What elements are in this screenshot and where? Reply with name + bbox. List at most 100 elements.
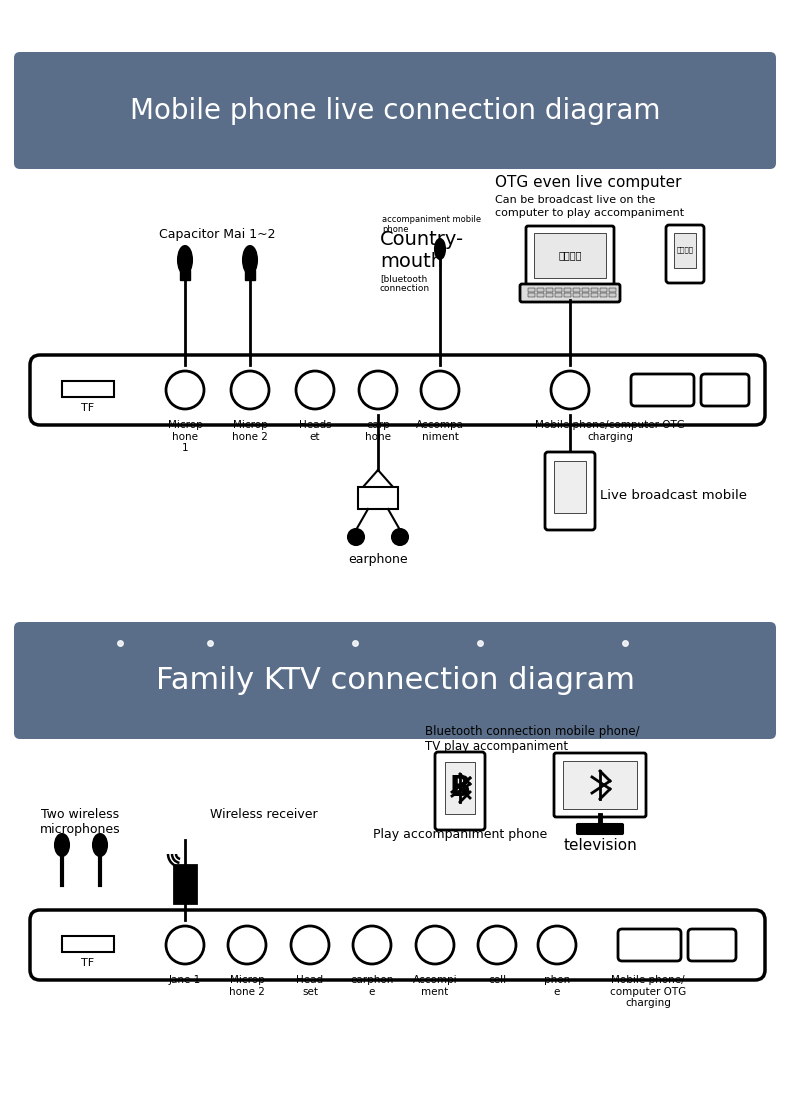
Text: OTG even live computer: OTG even live computer bbox=[495, 175, 682, 190]
Ellipse shape bbox=[243, 246, 257, 274]
Text: Head
set: Head set bbox=[296, 975, 324, 997]
FancyBboxPatch shape bbox=[666, 225, 704, 283]
Text: 手机直播: 手机直播 bbox=[676, 246, 694, 253]
FancyBboxPatch shape bbox=[577, 824, 623, 834]
FancyBboxPatch shape bbox=[545, 452, 595, 530]
FancyBboxPatch shape bbox=[30, 910, 765, 980]
Text: Can be broadcast live on the: Can be broadcast live on the bbox=[495, 195, 656, 205]
Text: earphon
e: earphon e bbox=[350, 975, 393, 997]
Bar bbox=[445, 762, 475, 814]
FancyBboxPatch shape bbox=[526, 226, 614, 289]
Text: TV play accompaniment: TV play accompaniment bbox=[425, 740, 568, 753]
Text: Jane 1: Jane 1 bbox=[169, 975, 201, 985]
Bar bbox=[564, 293, 571, 297]
Bar bbox=[582, 293, 589, 297]
Text: cell: cell bbox=[488, 975, 506, 985]
Bar bbox=[546, 293, 553, 297]
FancyBboxPatch shape bbox=[701, 374, 749, 405]
FancyBboxPatch shape bbox=[688, 929, 736, 961]
Text: Microp
hone 2: Microp hone 2 bbox=[232, 420, 268, 441]
Ellipse shape bbox=[178, 246, 192, 274]
Bar bbox=[537, 289, 544, 292]
Circle shape bbox=[353, 926, 391, 964]
FancyBboxPatch shape bbox=[631, 374, 694, 405]
Circle shape bbox=[392, 529, 408, 545]
Bar bbox=[537, 293, 544, 297]
Text: Live broadcast mobile: Live broadcast mobile bbox=[600, 489, 747, 501]
FancyBboxPatch shape bbox=[520, 284, 620, 302]
Text: Two wireless
microphones: Two wireless microphones bbox=[40, 808, 120, 836]
Bar bbox=[62, 381, 114, 397]
Text: earphone: earphone bbox=[348, 553, 408, 566]
Circle shape bbox=[421, 371, 459, 409]
Circle shape bbox=[359, 371, 397, 409]
Text: Country-
mouth: Country- mouth bbox=[380, 229, 465, 271]
Bar bbox=[174, 864, 196, 903]
Bar bbox=[528, 293, 535, 297]
Circle shape bbox=[166, 926, 204, 964]
Circle shape bbox=[296, 371, 334, 409]
Bar bbox=[546, 289, 553, 292]
Bar bbox=[591, 289, 598, 292]
Bar bbox=[358, 487, 398, 509]
Bar bbox=[573, 293, 580, 297]
FancyBboxPatch shape bbox=[618, 929, 681, 961]
Text: accompaniment mobile
phone: accompaniment mobile phone bbox=[382, 215, 481, 234]
FancyBboxPatch shape bbox=[30, 355, 765, 426]
Text: Family KTV connection diagram: Family KTV connection diagram bbox=[156, 666, 634, 695]
Ellipse shape bbox=[93, 834, 107, 856]
Ellipse shape bbox=[435, 240, 445, 258]
Text: earp
hone: earp hone bbox=[365, 420, 391, 441]
Text: Play accompaniment phone: Play accompaniment phone bbox=[373, 828, 547, 841]
Circle shape bbox=[478, 926, 516, 964]
Text: Capacitor Mai 1~2: Capacitor Mai 1~2 bbox=[159, 228, 275, 241]
FancyBboxPatch shape bbox=[14, 622, 776, 739]
Bar bbox=[555, 293, 562, 297]
Circle shape bbox=[228, 926, 266, 964]
Bar bbox=[528, 289, 535, 292]
FancyBboxPatch shape bbox=[554, 753, 646, 817]
Text: television: television bbox=[563, 838, 637, 853]
Bar bbox=[563, 761, 637, 809]
Bar bbox=[582, 289, 589, 292]
FancyBboxPatch shape bbox=[435, 752, 485, 830]
Text: 电脑直播: 电脑直播 bbox=[559, 250, 581, 260]
Text: Microp
hone
1: Microp hone 1 bbox=[167, 420, 202, 453]
Text: Accompi
ment: Accompi ment bbox=[412, 975, 457, 997]
Text: Mobile phone/
computer OTG
charging: Mobile phone/ computer OTG charging bbox=[610, 975, 687, 1008]
Bar bbox=[591, 293, 598, 297]
Text: Accompa
niment: Accompa niment bbox=[416, 420, 464, 441]
Bar bbox=[555, 289, 562, 292]
Text: [bluetooth
connection: [bluetooth connection bbox=[380, 274, 430, 293]
Bar bbox=[573, 289, 580, 292]
Bar bbox=[674, 233, 696, 268]
Text: Bluetooth connection mobile phone/: Bluetooth connection mobile phone/ bbox=[425, 725, 640, 737]
Text: ✱: ✱ bbox=[450, 778, 469, 798]
Text: TF: TF bbox=[81, 958, 95, 968]
Circle shape bbox=[291, 926, 329, 964]
Text: TF: TF bbox=[81, 403, 95, 413]
Bar bbox=[600, 293, 607, 297]
Ellipse shape bbox=[55, 834, 69, 856]
Text: phon
e: phon e bbox=[544, 975, 570, 997]
Text: Mobile phone live connection diagram: Mobile phone live connection diagram bbox=[130, 97, 660, 125]
Circle shape bbox=[416, 926, 454, 964]
Text: Microp
hone 2: Microp hone 2 bbox=[229, 975, 265, 997]
Text: computer to play accompaniment: computer to play accompaniment bbox=[495, 208, 684, 218]
Circle shape bbox=[551, 371, 589, 409]
Text: Wireless receiver: Wireless receiver bbox=[210, 808, 318, 821]
Bar bbox=[534, 233, 606, 278]
Circle shape bbox=[166, 371, 204, 409]
Text: Mobile phone/computer OTG
charging: Mobile phone/computer OTG charging bbox=[535, 420, 685, 441]
Bar bbox=[564, 289, 571, 292]
Text: B: B bbox=[450, 774, 471, 802]
FancyBboxPatch shape bbox=[180, 270, 190, 280]
FancyBboxPatch shape bbox=[14, 52, 776, 169]
Circle shape bbox=[538, 926, 576, 964]
Bar bbox=[554, 461, 586, 514]
Bar bbox=[609, 289, 616, 292]
Circle shape bbox=[231, 371, 269, 409]
Bar bbox=[62, 936, 114, 952]
Text: Heads
et: Heads et bbox=[299, 420, 331, 441]
Bar bbox=[600, 289, 607, 292]
